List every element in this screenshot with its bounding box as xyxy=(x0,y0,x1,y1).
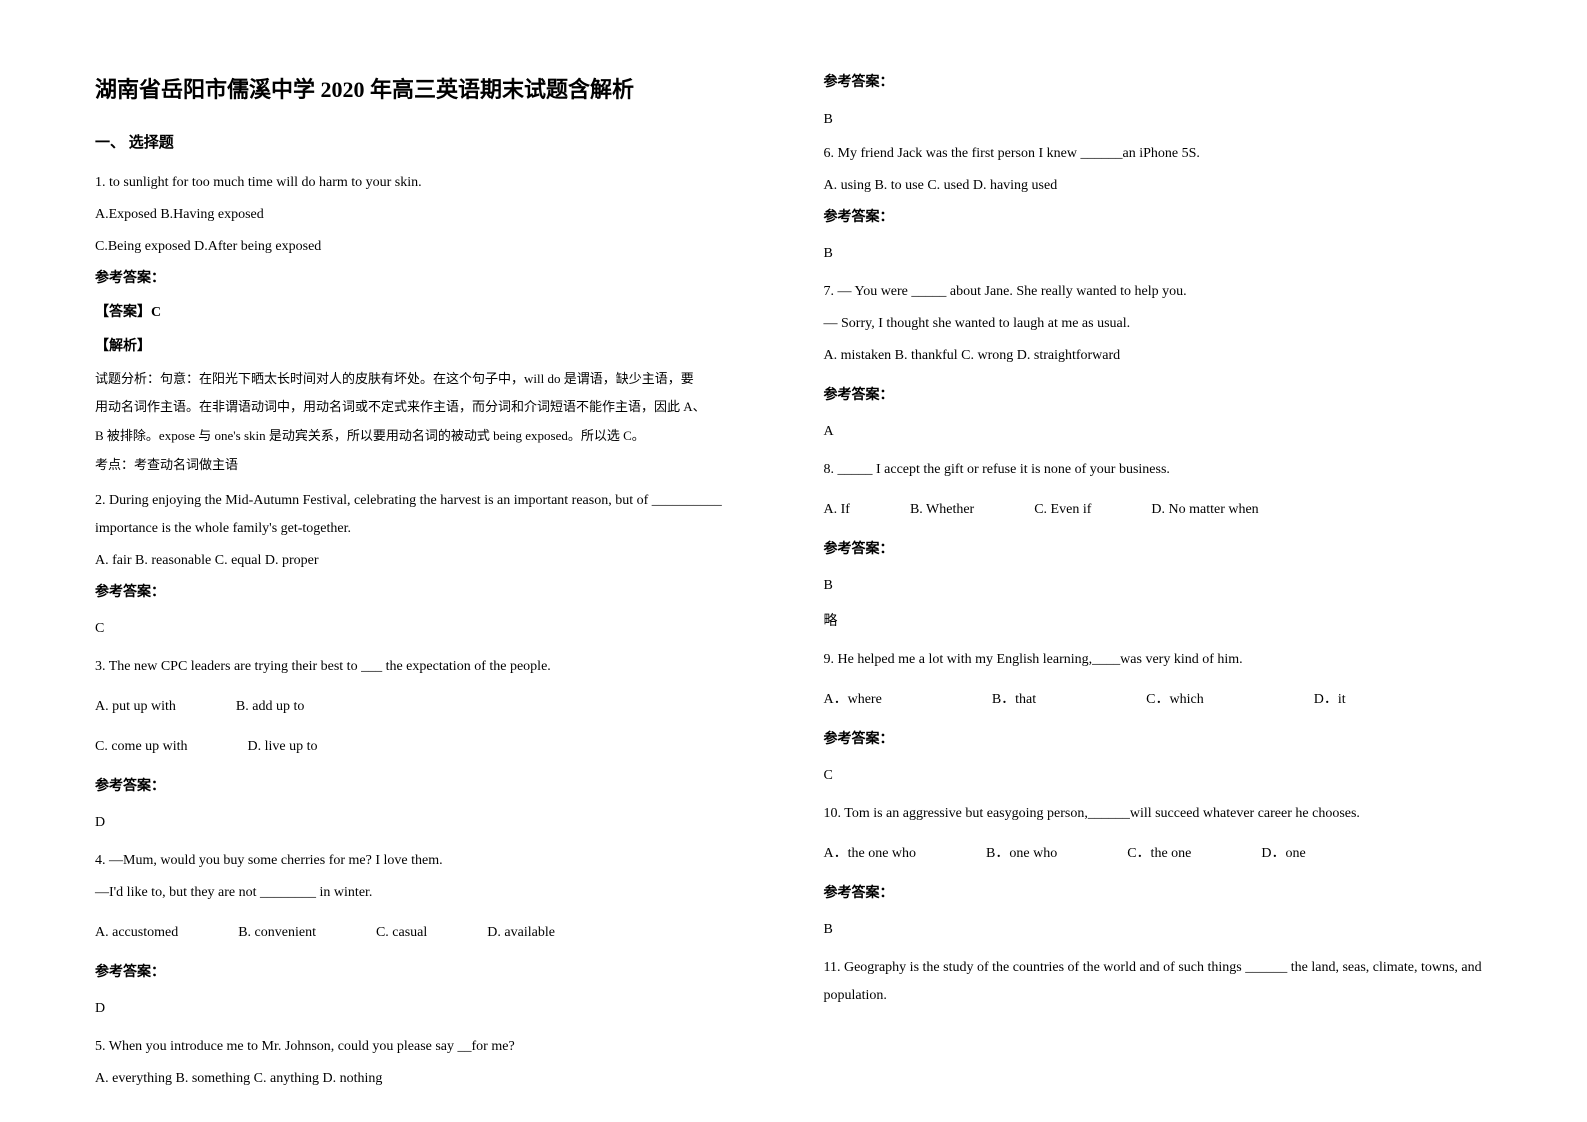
answer-value: D xyxy=(95,995,754,1023)
option-d: D. live up to xyxy=(248,733,318,761)
answer-label: 参考答案： xyxy=(95,579,754,607)
answer-value: B xyxy=(824,107,1488,132)
document-title: 湖南省岳阳市儒溪中学 2020 年高三英语期末试题含解析 xyxy=(95,70,754,110)
question-2: 2. During enjoying the Mid-Autumn Festiv… xyxy=(95,487,754,643)
question-3: 3. The new CPC leaders are trying their … xyxy=(95,653,754,837)
question-options-row: A．the one who B．one who C．the one D．one xyxy=(824,840,1488,868)
option-a: A．where xyxy=(824,686,882,714)
question-stem: 10. Tom is an aggressive but easygoing p… xyxy=(824,800,1488,828)
explanation-text: 试题分析：句意：在阳光下晒太长时间对人的皮肤有坏处。在这个句子中，will do… xyxy=(95,367,754,392)
answer-value: B xyxy=(824,916,1488,944)
option-d: D．one xyxy=(1261,840,1305,868)
question-stem: 8. _____ I accept the gift or refuse it … xyxy=(824,456,1488,484)
section-heading-choice: 一、 选择题 xyxy=(95,130,754,157)
question-options-line: C.Being exposed D.After being exposed xyxy=(95,233,754,261)
option-d: D. No matter when xyxy=(1151,496,1258,524)
question-10: 10. Tom is an aggressive but easygoing p… xyxy=(824,800,1488,944)
question-options: A. fair B. reasonable C. equal D. proper xyxy=(95,547,754,575)
answer-value: C xyxy=(824,762,1488,790)
question-number: 1. xyxy=(95,175,106,190)
option-c: C．the one xyxy=(1127,840,1191,868)
answer-header: 【答案】C xyxy=(95,299,754,327)
question-stem-line: 4. —Mum, would you buy some cherries for… xyxy=(95,847,754,875)
answer-note: 略 xyxy=(824,608,1488,636)
question-stem: 6. My friend Jack was the first person I… xyxy=(824,140,1488,168)
question-stem-line: —I'd like to, but they are not ________ … xyxy=(95,879,754,907)
answer-label: 参考答案： xyxy=(824,70,1488,95)
question-options-row: A. put up with B. add up to xyxy=(95,693,754,721)
question-stem: 11. Geography is the study of the countr… xyxy=(824,954,1488,1010)
explanation-text: 考点：考查动名词做主语 xyxy=(95,453,754,478)
answer-value: C xyxy=(95,615,754,643)
question-options-row: A. accustomed B. convenient C. casual D.… xyxy=(95,919,754,947)
answer-label: 参考答案： xyxy=(95,773,754,801)
question-4: 4. —Mum, would you buy some cherries for… xyxy=(95,847,754,1023)
option-d: D．it xyxy=(1314,686,1346,714)
option-c: C．which xyxy=(1146,686,1204,714)
explanation-text: 用动名词作主语。在非谓语动词中，用动名词或不定式来作主语，而分词和介词短语不能作… xyxy=(95,395,754,420)
question-options: A. everything B. something C. anything D… xyxy=(95,1065,754,1093)
option-a: A. If xyxy=(824,496,850,524)
option-a: A．the one who xyxy=(824,840,917,868)
option-c: C. come up with xyxy=(95,733,188,761)
answer-value: B xyxy=(824,572,1488,600)
answer-value: A xyxy=(824,418,1488,446)
question-options-line: A.Exposed B.Having exposed xyxy=(95,201,754,229)
question-stem-line: — Sorry, I thought she wanted to laugh a… xyxy=(824,310,1488,338)
option-c: C. casual xyxy=(376,919,427,947)
question-6: 6. My friend Jack was the first person I… xyxy=(824,140,1488,268)
answer-label: 参考答案： xyxy=(824,726,1488,754)
question-stem: to sunlight for too much time will do ha… xyxy=(106,175,422,190)
option-c: C. Even if xyxy=(1034,496,1091,524)
question-options: A. mistaken B. thankful C. wrong D. stra… xyxy=(824,342,1488,370)
option-a: A. accustomed xyxy=(95,919,178,947)
right-column: 参考答案： B 6. My friend Jack was the first … xyxy=(794,0,1587,1122)
question-options-row: A．where B．that C．which D．it xyxy=(824,686,1488,714)
question-stem: 2. During enjoying the Mid-Autumn Festiv… xyxy=(95,487,754,543)
question-options-row: A. If B. Whether C. Even if D. No matter… xyxy=(824,496,1488,524)
question-11: 11. Geography is the study of the countr… xyxy=(824,954,1488,1010)
answer-label: 参考答案： xyxy=(95,265,754,293)
question-5: 5. When you introduce me to Mr. Johnson,… xyxy=(95,1033,754,1093)
question-1: 1. to sunlight for too much time will do… xyxy=(95,169,754,478)
question-stem: 3. The new CPC leaders are trying their … xyxy=(95,653,754,681)
question-options: A. using B. to use C. used D. having use… xyxy=(824,172,1488,200)
option-a: A. put up with xyxy=(95,693,176,721)
question-stem: 9. He helped me a lot with my English le… xyxy=(824,646,1488,674)
question-9: 9. He helped me a lot with my English le… xyxy=(824,646,1488,790)
answer-label: 参考答案： xyxy=(95,959,754,987)
option-b: B. convenient xyxy=(238,919,316,947)
answer-label: 参考答案： xyxy=(824,382,1488,410)
question-8: 8. _____ I accept the gift or refuse it … xyxy=(824,456,1488,636)
question-options-row: C. come up with D. live up to xyxy=(95,733,754,761)
answer-value: B xyxy=(824,240,1488,268)
option-b: B．one who xyxy=(986,840,1057,868)
option-b: B．that xyxy=(992,686,1036,714)
option-b: B. Whether xyxy=(910,496,974,524)
question-7: 7. — You were _____ about Jane. She real… xyxy=(824,278,1488,446)
answer-value: D xyxy=(95,809,754,837)
answer-label: 参考答案： xyxy=(824,536,1488,564)
answer-label: 参考答案： xyxy=(824,204,1488,232)
option-b: B. add up to xyxy=(236,693,304,721)
question-stem-line: 7. — You were _____ about Jane. She real… xyxy=(824,278,1488,306)
explanation-text: B 被排除。expose 与 one's skin 是动宾关系，所以要用动名词的… xyxy=(95,424,754,449)
option-d: D. available xyxy=(487,919,555,947)
question-stem: 5. When you introduce me to Mr. Johnson,… xyxy=(95,1033,754,1061)
answer-label: 参考答案： xyxy=(824,880,1488,908)
left-column: 湖南省岳阳市儒溪中学 2020 年高三英语期末试题含解析 一、 选择题 1. t… xyxy=(0,0,794,1122)
explanation-header: 【解析】 xyxy=(95,333,754,361)
